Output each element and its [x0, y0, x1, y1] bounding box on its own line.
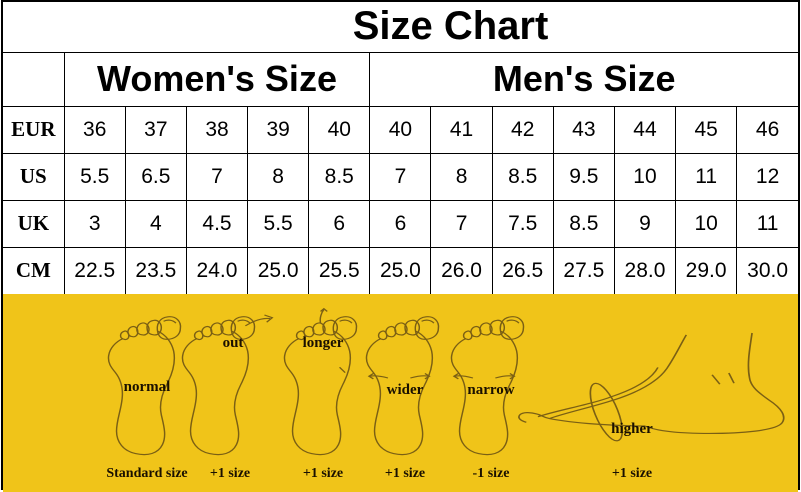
svg-text:longer: longer — [303, 335, 344, 351]
svg-text:-1 size: -1 size — [473, 466, 510, 481]
svg-text:narrow: narrow — [467, 382, 514, 398]
svg-text:+1 size: +1 size — [385, 466, 425, 481]
svg-text:+1 size: +1 size — [612, 466, 652, 481]
svg-text:out: out — [223, 335, 244, 351]
svg-text:normal: normal — [124, 379, 171, 395]
svg-text:+1 size: +1 size — [303, 466, 343, 481]
svg-text:wider: wider — [387, 382, 424, 398]
svg-text:Standard size: Standard size — [106, 466, 187, 481]
svg-text:+1 size: +1 size — [210, 466, 250, 481]
svg-text:higher: higher — [611, 421, 653, 437]
